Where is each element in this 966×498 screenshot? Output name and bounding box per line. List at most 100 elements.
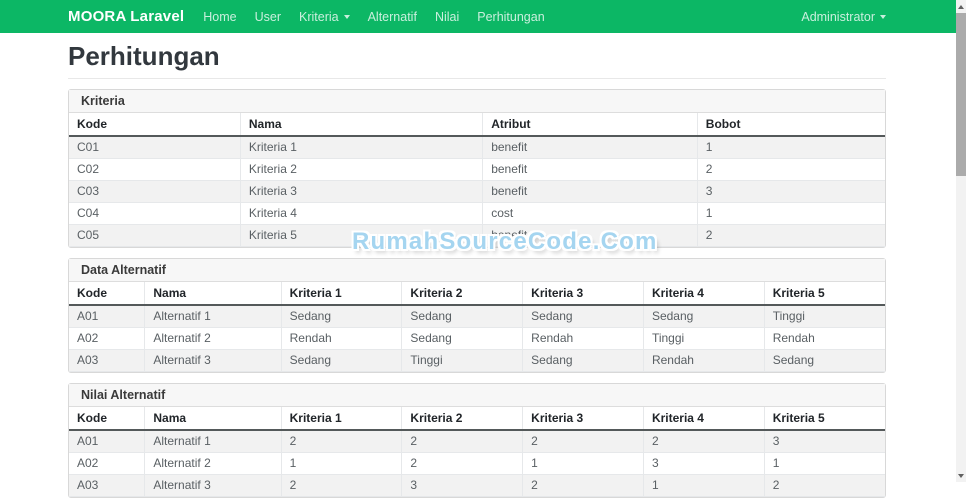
table-row: A02 Alternatif 2 Rendah Sedang Rendah Tinggi R… — [69, 327, 885, 350]
cell: Sedang — [522, 349, 644, 372]
nav-item-user[interactable]: User — [246, 0, 290, 33]
cell: Sedang — [401, 304, 524, 328]
table-row: A03 Alternatif 3 Sedang Tinggi Sedang Rendah S… — [69, 349, 885, 372]
cell: 3 — [763, 429, 885, 453]
table-head: Kode Nama Kriteria 1 Kriteria 2 Kriteria… — [69, 407, 885, 431]
cell: A02 — [69, 452, 146, 475]
cell: Kriteria 2 — [239, 158, 484, 181]
column-header: Kriteria 4 — [642, 282, 765, 306]
page-header: Perhitungan — [68, 41, 886, 79]
brand-link[interactable]: MOORA Laravel — [68, 8, 185, 25]
nav-item-kriteria[interactable]: Kriteria — [290, 0, 359, 33]
cell: A01 — [69, 429, 146, 453]
cell: 3 — [696, 180, 885, 203]
table-row: C05 Kriteria 5 benefit 2 — [69, 224, 885, 247]
table-body: A01 Alternatif 1 Sedang Sedang Sedang Sedang T… — [69, 304, 885, 372]
card-nilai-alternatif: Nilai Alternatif Kode Nama Kriteria 1 Kr… — [68, 383, 886, 498]
main-content: Perhitungan Kriteria Kode Nama Atribut B… — [68, 33, 886, 498]
column-header: Nama — [144, 282, 282, 306]
table-row: C01 Kriteria 1 benefit 1 — [69, 135, 885, 159]
cell: Sedang — [280, 304, 403, 328]
cell: 2 — [522, 429, 644, 453]
chevron-down-icon — [343, 14, 350, 19]
cell: 2 — [642, 429, 765, 453]
column-header: Kriteria 2 — [401, 282, 524, 306]
cell: 1 — [696, 135, 885, 159]
nav-item-label: Perhitungan — [477, 9, 545, 24]
cell: Sedang — [280, 349, 403, 372]
nav-item-perhitungan[interactable]: Perhitungan — [468, 0, 553, 33]
cell: Kriteria 3 — [239, 180, 484, 203]
cell: 1 — [522, 452, 644, 475]
column-header: Kriteria 3 — [522, 282, 644, 306]
header-row: Kode Nama Atribut Bobot — [69, 113, 885, 137]
navbar: MOORA Laravel Home User Kriteria Alterna… — [0, 0, 956, 33]
cell: Tinggi — [642, 327, 765, 350]
scrollbar-thumb[interactable] — [956, 13, 966, 176]
chevron-down-icon — [880, 14, 886, 19]
cell: C01 — [69, 135, 241, 159]
user-menu-administrator[interactable]: Administrator — [801, 10, 886, 24]
table-head: Kode Nama Atribut Bobot — [69, 113, 885, 137]
scrollbar-down-button[interactable] — [956, 469, 966, 482]
column-header: Kriteria 1 — [280, 282, 403, 306]
column-header: Atribut — [482, 113, 698, 137]
triangle-up-icon — [958, 4, 964, 9]
cell: benefit — [482, 224, 698, 247]
nav-item-label: Alternatif — [367, 9, 417, 24]
cell: Alternatif 2 — [144, 452, 282, 475]
column-header: Bobot — [696, 113, 885, 137]
cell: Kriteria 4 — [239, 202, 484, 225]
scrollbar[interactable] — [956, 0, 966, 482]
column-header: Kriteria 5 — [763, 407, 885, 431]
nav-item-alternatif[interactable]: Alternatif — [359, 0, 426, 33]
header-row: Kode Nama Kriteria 1 Kriteria 2 Kriteria… — [69, 407, 885, 431]
cell: 2 — [522, 474, 644, 497]
cell: Alternatif 1 — [144, 429, 282, 453]
cell: benefit — [482, 135, 698, 159]
card-data-alternatif-header: Data Alternatif — [69, 259, 885, 282]
cell: A03 — [69, 349, 146, 372]
nav-item-nilai[interactable]: Nilai — [426, 0, 468, 33]
cell: 3 — [642, 452, 765, 475]
cell: Kriteria 5 — [239, 224, 484, 247]
navbar-container: MOORA Laravel Home User Kriteria Alterna… — [68, 0, 886, 33]
table-head: Kode Nama Kriteria 1 Kriteria 2 Kriteria… — [69, 282, 885, 306]
cell: C02 — [69, 158, 241, 181]
column-header: Kode — [69, 282, 146, 306]
nav-links: Home User Kriteria Alternatif Nilai Perh… — [194, 0, 553, 33]
cell: cost — [482, 202, 698, 225]
column-header: Kriteria 4 — [642, 407, 765, 431]
cell: 1 — [763, 452, 885, 475]
column-header: Kriteria 5 — [763, 282, 885, 306]
nav-item-home[interactable]: Home — [194, 0, 245, 33]
cell: benefit — [482, 180, 698, 203]
card-kriteria-header: Kriteria — [69, 90, 885, 113]
cell: benefit — [482, 158, 698, 181]
cell: C04 — [69, 202, 241, 225]
cell: A02 — [69, 327, 146, 350]
card-kriteria: Kriteria Kode Nama Atribut Bobot C01 Krit… — [68, 89, 886, 248]
cell: Alternatif 1 — [144, 304, 282, 328]
nav-item-label: Nilai — [434, 9, 460, 24]
user-menu-label: Administrator — [801, 9, 875, 24]
cell: Sedang — [763, 349, 885, 372]
data-alternatif-table: Kode Nama Kriteria 1 Kriteria 2 Kriteria… — [69, 282, 885, 372]
cell: Sedang — [522, 304, 644, 328]
cell: 1 — [696, 202, 885, 225]
nav-item-label: Home — [203, 9, 237, 24]
cell: Alternatif 3 — [144, 349, 282, 372]
column-header: Kriteria 2 — [401, 407, 524, 431]
card-nilai-alternatif-header: Nilai Alternatif — [69, 384, 885, 407]
column-header: Nama — [239, 113, 484, 137]
table-row: C02 Kriteria 2 benefit 2 — [69, 158, 885, 181]
nilai-alternatif-table: Kode Nama Kriteria 1 Kriteria 2 Kriteria… — [69, 407, 885, 497]
scrollbar-up-button[interactable] — [956, 0, 966, 13]
cell: Sedang — [642, 304, 765, 328]
column-header: Kriteria 1 — [280, 407, 403, 431]
cell: Tinggi — [763, 304, 885, 328]
column-header: Kriteria 3 — [522, 407, 644, 431]
cell: Rendah — [522, 327, 644, 350]
